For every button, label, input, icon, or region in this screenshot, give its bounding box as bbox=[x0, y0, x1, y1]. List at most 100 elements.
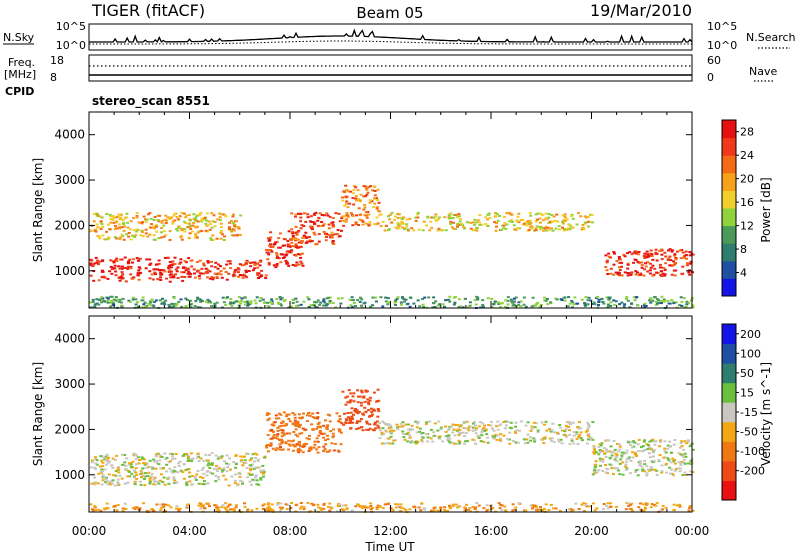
scatter-cell-1-5 bbox=[574, 502, 578, 505]
scatter-cell-1-4 bbox=[625, 452, 628, 455]
scatter-cell-0-0 bbox=[176, 266, 180, 269]
scatter-cell-1-4 bbox=[597, 446, 601, 448]
scatter-cell-1-0 bbox=[262, 471, 266, 473]
scatter-cell-0-7 bbox=[144, 220, 148, 223]
scatter-cell-1-5 bbox=[93, 505, 97, 508]
scatter-cell-0-6 bbox=[605, 269, 609, 272]
scatter-cell-1-3 bbox=[420, 440, 424, 443]
scatter-cell-0-7 bbox=[109, 221, 113, 224]
scatter-cell-0-6 bbox=[673, 262, 677, 264]
scatter-cell-1-4 bbox=[593, 450, 597, 453]
y-tick-label: 4000 bbox=[54, 332, 85, 346]
scatter-cell-0-3 bbox=[294, 225, 298, 228]
scatter-cell-0-5 bbox=[457, 213, 461, 215]
scatter-cell-1-2 bbox=[371, 408, 375, 411]
scatter-cell-1-3 bbox=[388, 431, 392, 434]
scatter-cell-1-3 bbox=[432, 431, 436, 434]
scatter-cell-1-4 bbox=[627, 456, 631, 459]
scatter-cell-0-8 bbox=[266, 305, 270, 307]
scatter-cell-1-4 bbox=[610, 454, 614, 457]
scatter-cell-0-5 bbox=[493, 221, 497, 224]
scatter-cell-0-0 bbox=[123, 266, 127, 269]
scatter-cell-0-2 bbox=[282, 256, 286, 259]
scatter-cell-1-1 bbox=[325, 426, 329, 429]
scatter-cell-1-3 bbox=[409, 441, 413, 444]
scatter-cell-0-4 bbox=[372, 185, 376, 188]
scatter-cell-1-0 bbox=[205, 474, 209, 477]
scatter-cell-0-8 bbox=[433, 306, 437, 308]
scatter-cell-1-4 bbox=[648, 456, 652, 459]
scatter-cell-0-7 bbox=[119, 216, 123, 219]
scatter-cell-1-4 bbox=[648, 469, 652, 472]
scatter-cell-0-5 bbox=[465, 221, 469, 224]
scatter-cell-0-0 bbox=[169, 266, 173, 269]
scatter-cell-0-8 bbox=[409, 296, 413, 299]
scatter-cell-1-3 bbox=[458, 441, 462, 444]
scatter-cell-1-3 bbox=[495, 425, 498, 428]
scatter-cell-0-0 bbox=[187, 270, 191, 273]
nave-label: Nave bbox=[749, 65, 777, 78]
scatter-cell-0-5 bbox=[387, 229, 390, 232]
scatter-cell-0-8 bbox=[408, 305, 412, 308]
scatter-cell-0-7 bbox=[149, 226, 153, 229]
scatter-cell-0-4 bbox=[346, 206, 350, 209]
scatter-cell-1-1 bbox=[308, 447, 311, 450]
scatter-cell-1-5 bbox=[451, 503, 455, 506]
scatter-cell-1-2 bbox=[348, 401, 352, 404]
scatter-cell-1-0 bbox=[109, 483, 113, 486]
scatter-cell-0-0 bbox=[154, 273, 157, 276]
scatter-cell-1-5 bbox=[229, 508, 232, 511]
scatter-cell-1-3 bbox=[453, 434, 457, 437]
scatter-cell-1-3 bbox=[410, 424, 414, 427]
scatter-cell-1-1 bbox=[301, 427, 305, 430]
scatter-cell-1-0 bbox=[242, 462, 246, 464]
scatter-cell-1-0 bbox=[90, 482, 94, 485]
scatter-cell-1-0 bbox=[101, 461, 105, 464]
scatter-cell-0-7 bbox=[115, 216, 119, 219]
scatter-cell-0-1 bbox=[236, 271, 240, 274]
scatter-cell-0-7 bbox=[172, 214, 176, 217]
scatter-cell-0-8 bbox=[613, 304, 617, 306]
scatter-cell-1-4 bbox=[679, 462, 683, 465]
scatter-cell-1-2 bbox=[356, 389, 360, 392]
scatter-cell-1-0 bbox=[202, 466, 206, 469]
scatter-cell-1-0 bbox=[214, 474, 218, 477]
scatter-cell-0-5 bbox=[486, 225, 490, 227]
scatter-cell-1-5 bbox=[336, 505, 340, 508]
scatter-cell-0-5 bbox=[460, 222, 464, 225]
scatter-cell-1-1 bbox=[297, 413, 301, 416]
scatter-cell-1-5 bbox=[106, 507, 110, 510]
scatter-cell-1-4 bbox=[598, 451, 602, 453]
scatter-cell-1-4 bbox=[610, 467, 614, 470]
scatter-cell-1-4 bbox=[680, 453, 684, 456]
scatter-cell-1-2 bbox=[351, 418, 355, 420]
scatter-cell-0-2 bbox=[271, 246, 275, 248]
scatter-cell-0-7 bbox=[171, 220, 175, 223]
scatter-cell-1-5 bbox=[294, 504, 298, 507]
scatter-cell-1-1 bbox=[299, 449, 303, 452]
scatter-cell-1-0 bbox=[117, 469, 121, 471]
scatter-cell-0-6 bbox=[654, 251, 658, 254]
scatter-cell-0-3 bbox=[331, 240, 335, 243]
scatter-cell-1-3 bbox=[471, 429, 475, 432]
scatter-cell-0-3 bbox=[313, 222, 316, 225]
scatter-cell-1-1 bbox=[316, 416, 320, 418]
scatter-cell-1-1 bbox=[305, 414, 309, 417]
scatter-cell-1-0 bbox=[173, 470, 177, 473]
scatter-cell-0-7 bbox=[103, 238, 107, 241]
scatter-cell-1-3 bbox=[580, 438, 584, 441]
scatter-cell-0-7 bbox=[135, 228, 139, 231]
scatter-cell-0-7 bbox=[140, 222, 144, 225]
scatter-cell-1-3 bbox=[388, 424, 392, 427]
scatter-cell-1-0 bbox=[167, 476, 171, 479]
scatter-cell-0-7 bbox=[191, 224, 195, 227]
scatter-cell-0-6 bbox=[630, 271, 634, 274]
scatter-cell-0-7 bbox=[150, 223, 153, 226]
scatter-cell-0-3 bbox=[317, 216, 321, 219]
scatter-cell-1-3 bbox=[381, 420, 384, 423]
scatter-cell-1-0 bbox=[133, 483, 137, 486]
scatter-cell-0-8 bbox=[246, 302, 250, 305]
scatter-cell-0-6 bbox=[650, 253, 654, 256]
nsky-tick-low-right: 10^0 bbox=[707, 39, 737, 52]
scatter-cell-1-3 bbox=[474, 424, 477, 427]
